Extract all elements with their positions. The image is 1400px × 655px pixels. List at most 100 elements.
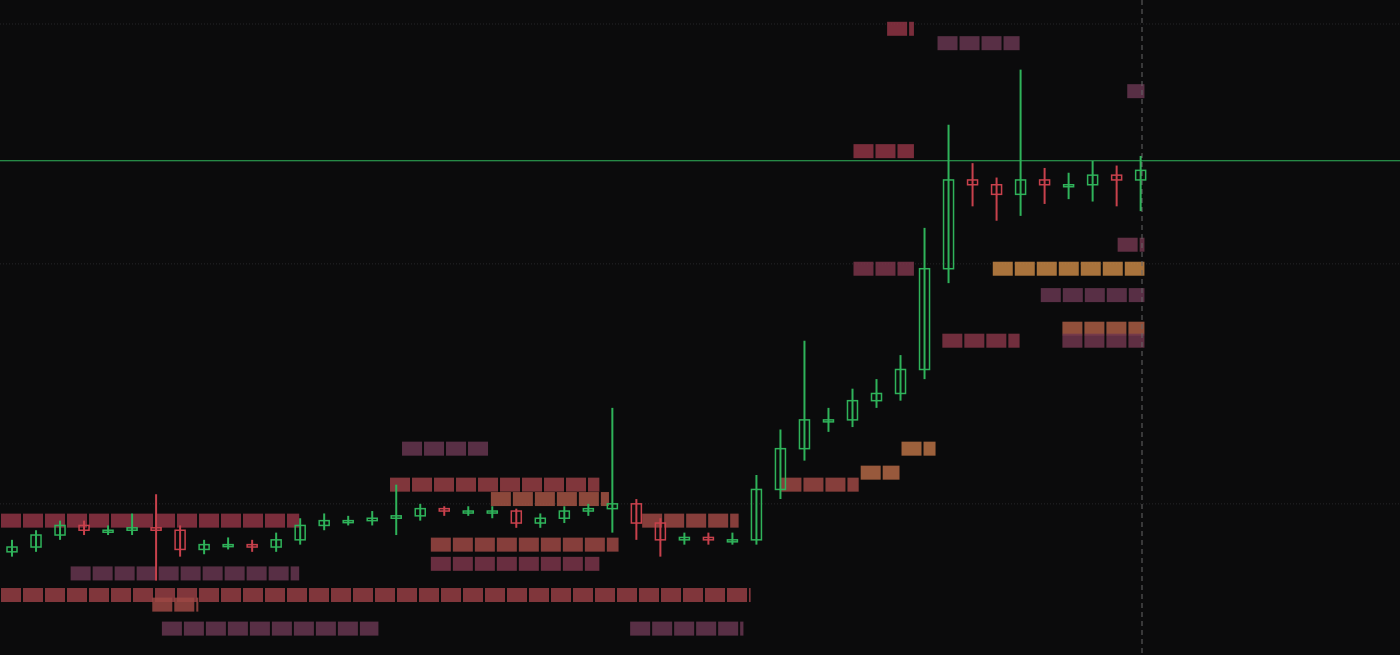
heat-cell xyxy=(136,566,157,581)
candle-body xyxy=(558,510,571,519)
candle-body xyxy=(366,517,378,522)
heat-cell xyxy=(544,477,565,492)
heat-cell xyxy=(1127,84,1145,99)
candle-body xyxy=(174,529,186,551)
heat-cell xyxy=(1106,321,1127,336)
heat-cell xyxy=(205,621,226,636)
heat-cell xyxy=(803,477,824,492)
heat-cell xyxy=(705,588,725,603)
heat-cell xyxy=(1062,288,1083,303)
heat-cell xyxy=(512,492,533,507)
heat-cell xyxy=(89,588,109,603)
heat-cell xyxy=(474,537,495,552)
heat-cell xyxy=(92,566,113,581)
heat-cell xyxy=(496,556,517,571)
heat-cell xyxy=(882,465,900,480)
heat-cell xyxy=(942,333,963,348)
heat-cell xyxy=(578,492,599,507)
heat-cell xyxy=(353,588,373,603)
heat-cell xyxy=(696,621,717,636)
heat-cell xyxy=(686,513,707,528)
heat-cell xyxy=(639,588,659,603)
heat-cell xyxy=(566,477,587,492)
heat-cell xyxy=(853,144,874,159)
candle-body xyxy=(918,267,931,371)
candle-body xyxy=(150,527,162,531)
heat-cell xyxy=(1014,261,1035,276)
heat-cell xyxy=(897,261,914,276)
heat-cell xyxy=(909,21,914,36)
heat-cell xyxy=(551,588,571,603)
heat-cell xyxy=(897,144,914,159)
candle-body xyxy=(750,488,763,541)
candle-body xyxy=(390,515,402,519)
heat-cell xyxy=(478,477,499,492)
heat-cell xyxy=(674,621,695,636)
heat-cell xyxy=(180,566,201,581)
candle-body xyxy=(774,447,787,491)
heat-cell xyxy=(199,513,219,528)
heat-cell xyxy=(390,477,411,492)
heat-cell xyxy=(114,566,135,581)
heat-cell xyxy=(875,144,896,159)
heat-cell xyxy=(452,556,473,571)
candle-body xyxy=(222,543,234,548)
heat-cell xyxy=(518,537,539,552)
candle-body xyxy=(246,543,258,548)
heat-cell xyxy=(847,477,859,492)
heat-cell xyxy=(485,588,505,603)
heat-cell xyxy=(196,597,199,612)
heat-cell xyxy=(490,492,511,507)
candle-body xyxy=(198,543,210,551)
heat-cell xyxy=(446,441,467,456)
heat-cell xyxy=(1062,321,1083,336)
heat-cell xyxy=(359,621,379,636)
heat-cell xyxy=(224,566,245,581)
heat-cell xyxy=(1036,261,1057,276)
heat-cell xyxy=(1128,288,1145,303)
candle-body xyxy=(654,522,667,541)
heat-cell xyxy=(158,566,179,581)
heat-cell xyxy=(617,588,637,603)
heat-cell xyxy=(227,621,248,636)
heat-cell xyxy=(268,566,289,581)
heat-cell xyxy=(1128,321,1145,336)
heat-cell xyxy=(424,441,445,456)
heat-cell xyxy=(463,588,483,603)
heat-cell xyxy=(708,513,729,528)
heat-cell xyxy=(540,537,561,552)
heat-cell xyxy=(1,513,21,528)
heat-cell xyxy=(375,588,395,603)
heat-cell xyxy=(562,556,583,571)
heat-cell xyxy=(271,621,292,636)
candle-body xyxy=(534,517,547,524)
candle-body xyxy=(342,519,354,524)
candle-body xyxy=(966,179,979,186)
candle-body xyxy=(726,539,739,543)
heat-cell xyxy=(1124,261,1145,276)
heat-cell xyxy=(23,588,43,603)
candle-body xyxy=(1110,174,1123,181)
heat-cell xyxy=(402,441,423,456)
heat-cell xyxy=(1080,261,1101,276)
candle-body xyxy=(1038,179,1051,186)
heat-cell xyxy=(290,566,300,581)
heat-cell xyxy=(331,588,351,603)
candle-body xyxy=(942,179,955,270)
heat-cell xyxy=(683,588,703,603)
candles xyxy=(6,69,1147,581)
candle-body xyxy=(870,392,883,402)
candle-body xyxy=(606,503,619,510)
heat-cell xyxy=(441,588,461,603)
heat-cell xyxy=(1106,333,1127,348)
heat-cell xyxy=(781,477,802,492)
heat-cell xyxy=(155,513,175,528)
heat-cell xyxy=(556,492,577,507)
candle-body xyxy=(270,539,282,548)
heat-cell xyxy=(434,477,455,492)
heat-cell xyxy=(293,621,314,636)
heat-cell xyxy=(456,477,477,492)
heat-cell xyxy=(337,621,358,636)
candle-body xyxy=(6,546,18,553)
heat-cell xyxy=(246,566,267,581)
